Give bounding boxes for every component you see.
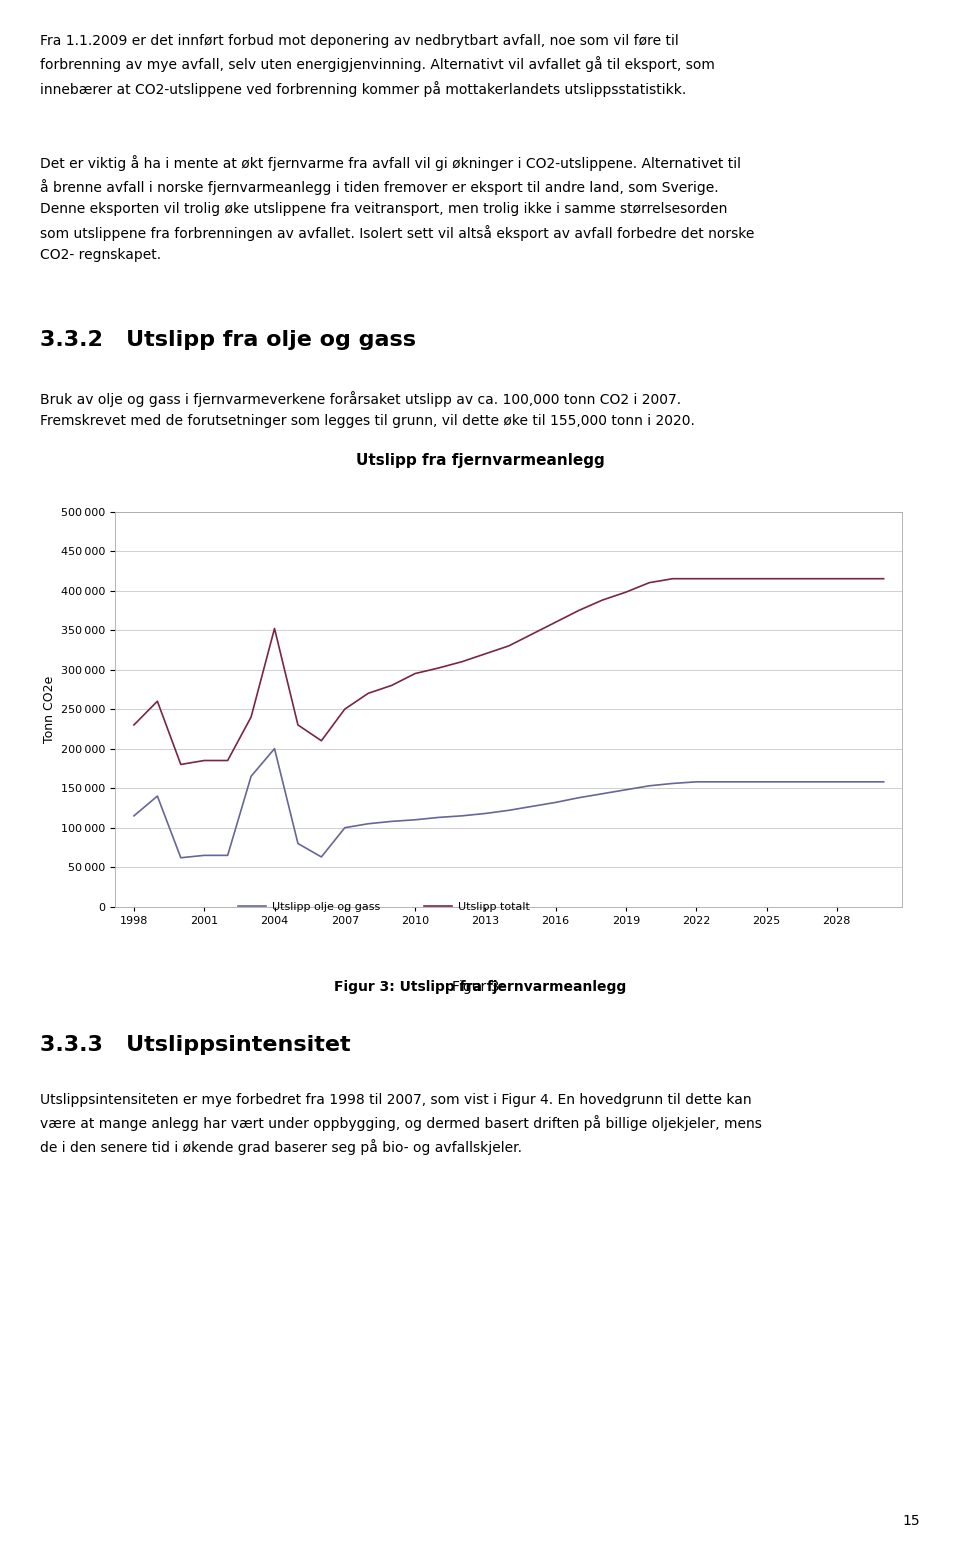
Utslipp totalt (480, 645, 492, 663)
Utslipp olje og gass (129, 806, 140, 825)
Utslipp totalt (714, 569, 726, 587)
Utslipp olje og gass (456, 806, 468, 825)
Text: 3.3.3   Utslippsintensitet: 3.3.3 Utslippsintensitet (40, 1035, 351, 1056)
Utslipp totalt (526, 625, 538, 643)
Utslipp olje og gass (503, 801, 515, 820)
Utslipp olje og gass (269, 739, 280, 758)
Utslipp totalt (409, 665, 420, 684)
Utslipp totalt (433, 659, 444, 677)
Text: Bruk av olje og gass i fjernvarmeverkene forårsaket utslipp av ca. 100,000 tonn : Bruk av olje og gass i fjernvarmeverkene… (40, 391, 695, 428)
Utslipp totalt (363, 684, 374, 702)
Utslipp totalt (222, 752, 233, 770)
Utslipp totalt (152, 691, 163, 710)
Utslipp olje og gass (316, 848, 327, 866)
Utslipp totalt (690, 569, 702, 587)
Utslipp olje og gass (480, 804, 492, 823)
Utslipp totalt (573, 601, 585, 620)
Utslipp totalt (199, 752, 210, 770)
Utslipp olje og gass (386, 812, 397, 831)
Utslipp totalt (784, 569, 796, 587)
Utslipp totalt (292, 716, 303, 735)
Utslipp olje og gass (175, 848, 186, 866)
Utslipp totalt (597, 591, 609, 609)
Utslipp totalt (643, 574, 655, 592)
Line: Utslipp olje og gass: Utslipp olje og gass (134, 749, 883, 857)
Utslipp olje og gass (526, 797, 538, 815)
Text: 3.3.2   Utslipp fra olje og gass: 3.3.2 Utslipp fra olje og gass (40, 330, 417, 350)
Utslipp olje og gass (339, 818, 350, 837)
Utslipp olje og gass (714, 772, 726, 790)
Text: Figur 3:: Figur 3: (452, 980, 508, 994)
Utslipp totalt (339, 701, 350, 719)
Utslipp totalt (269, 618, 280, 637)
Utslipp totalt (667, 569, 679, 587)
Utslipp olje og gass (409, 811, 420, 829)
Text: Figur 3: Utslipp fra fjernvarmeanlegg: Figur 3: Utslipp fra fjernvarmeanlegg (334, 980, 626, 994)
Utslipp totalt (620, 583, 632, 601)
Utslipp totalt (854, 569, 866, 587)
Utslipp olje og gass (597, 784, 609, 803)
Utslipp totalt (175, 755, 186, 773)
Utslipp totalt (129, 716, 140, 735)
Utslipp olje og gass (737, 772, 749, 790)
Text: Det er viktig å ha i mente at økt fjernvarme fra avfall vil gi økninger i CO2-ut: Det er viktig å ha i mente at økt fjernv… (40, 155, 755, 262)
Text: Fra 1.1.2009 er det innført forbud mot deponering av nedbrytbart avfall, noe som: Fra 1.1.2009 er det innført forbud mot d… (40, 34, 715, 96)
Utslipp totalt (807, 569, 819, 587)
Utslipp olje og gass (246, 767, 257, 786)
Utslipp olje og gass (222, 846, 233, 865)
Utslipp olje og gass (760, 772, 772, 790)
Utslipp olje og gass (877, 772, 889, 790)
Legend: Utslipp olje og gass, Utslipp totalt: Utslipp olje og gass, Utslipp totalt (234, 897, 534, 916)
Utslipp olje og gass (292, 834, 303, 853)
Text: Utslipp fra fjernvarmeanlegg: Utslipp fra fjernvarmeanlegg (355, 453, 605, 468)
Utslipp totalt (386, 676, 397, 694)
Utslipp olje og gass (620, 781, 632, 800)
Utslipp totalt (737, 569, 749, 587)
Utslipp totalt (246, 708, 257, 727)
Line: Utslipp totalt: Utslipp totalt (134, 578, 883, 764)
Utslipp olje og gass (643, 777, 655, 795)
Utslipp totalt (503, 637, 515, 656)
Text: 15: 15 (902, 1514, 920, 1528)
Utslipp totalt (831, 569, 843, 587)
Utslipp olje og gass (152, 787, 163, 806)
Utslipp totalt (456, 653, 468, 671)
Utslipp olje og gass (199, 846, 210, 865)
Utslipp olje og gass (854, 772, 866, 790)
Y-axis label: Tonn CO2e: Tonn CO2e (42, 676, 56, 742)
Utslipp olje og gass (550, 794, 562, 812)
Utslipp olje og gass (433, 808, 444, 826)
Utslipp olje og gass (831, 772, 843, 790)
Utslipp olje og gass (807, 772, 819, 790)
Text: Utslippsintensiteten er mye forbedret fra 1998 til 2007, som vist i Figur 4. En : Utslippsintensiteten er mye forbedret fr… (40, 1093, 762, 1155)
Utslipp olje og gass (573, 789, 585, 808)
Utslipp totalt (316, 732, 327, 750)
Utslipp olje og gass (667, 773, 679, 792)
Utslipp olje og gass (363, 814, 374, 832)
Utslipp totalt (877, 569, 889, 587)
Utslipp totalt (550, 612, 562, 631)
Utslipp totalt (760, 569, 772, 587)
Utslipp olje og gass (690, 772, 702, 790)
Utslipp olje og gass (784, 772, 796, 790)
